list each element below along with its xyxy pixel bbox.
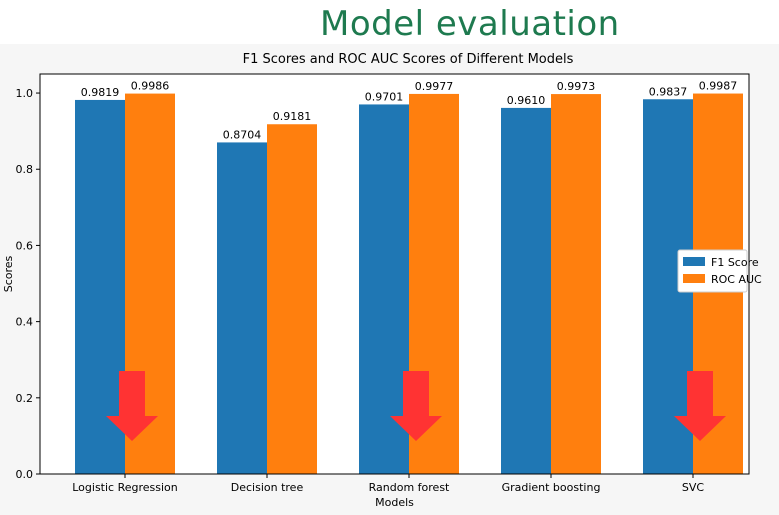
- roc-auc-bar: [267, 124, 317, 474]
- y-tick-label: 0.4: [16, 316, 34, 329]
- annotation-arrows-layer: [106, 371, 726, 441]
- roc-auc-bar: [551, 94, 601, 475]
- x-tick-label: SVC: [682, 481, 705, 494]
- y-tick-label: 0.2: [16, 392, 34, 405]
- value-labels-layer: 0.9819 0.8704 0.9701 0.9610 0.9837 0.9986 0.91…: [81, 80, 738, 142]
- roc-auc-value-label: 0.9181: [273, 110, 312, 123]
- f1-score-value-label: 0.9701: [365, 90, 404, 103]
- x-tick-label: Decision tree: [231, 481, 304, 494]
- y-axis-label: Scores: [2, 255, 15, 292]
- x-tick-label: Gradient boosting: [502, 481, 601, 494]
- f1-score-value-label: 0.9819: [81, 86, 120, 99]
- chart-image: F1 Scores and ROC AUC Scores of Differen…: [0, 44, 779, 515]
- legend-entry: ROC AUC: [711, 273, 762, 286]
- legend-swatch: [683, 257, 705, 266]
- chart-title: F1 Scores and ROC AUC Scores of Differen…: [243, 52, 574, 67]
- bar-chart: F1 Scores and ROC AUC Scores of Differen…: [0, 44, 779, 515]
- f1-score-bar: [217, 142, 267, 474]
- x-axis: Logistic Regression Decision tree Random f…: [72, 474, 704, 494]
- slide-title: Model evaluation: [320, 4, 620, 44]
- f1-score-bar: [359, 104, 409, 474]
- y-tick-label: 0.0: [16, 468, 34, 481]
- red-down-arrow-icon: [674, 371, 726, 441]
- y-tick-label: 1.0: [16, 87, 34, 100]
- legend-swatch: [683, 274, 705, 283]
- roc-auc-value-label: 0.9987: [699, 80, 738, 93]
- f1-score-value-label: 0.9837: [649, 85, 688, 98]
- x-tick-label: Random forest: [369, 481, 450, 494]
- f1-score-bar: [501, 107, 551, 475]
- f1-score-bar: [75, 99, 125, 474]
- legend: F1 Score ROC AUC: [677, 249, 762, 293]
- red-down-arrow-icon: [106, 371, 158, 441]
- roc-auc-value-label: 0.9973: [557, 80, 596, 93]
- legend-entry: F1 Score: [711, 256, 759, 269]
- y-tick-label: 0.6: [16, 239, 34, 252]
- y-tick-label: 0.8: [16, 163, 34, 176]
- red-down-arrow-icon: [390, 371, 442, 441]
- roc-auc-value-label: 0.9986: [131, 80, 170, 93]
- f1-score-value-label: 0.8704: [223, 128, 262, 141]
- bars-layer: [75, 93, 743, 475]
- plot-frame: [39, 73, 750, 475]
- x-tick-label: Logistic Regression: [72, 481, 178, 494]
- y-axis: 0.0 0.2 0.4 0.6 0.8 1.0: [16, 87, 40, 481]
- roc-auc-value-label: 0.9977: [415, 80, 454, 93]
- f1-score-value-label: 0.9610: [507, 94, 546, 107]
- x-axis-label: Models: [375, 496, 414, 509]
